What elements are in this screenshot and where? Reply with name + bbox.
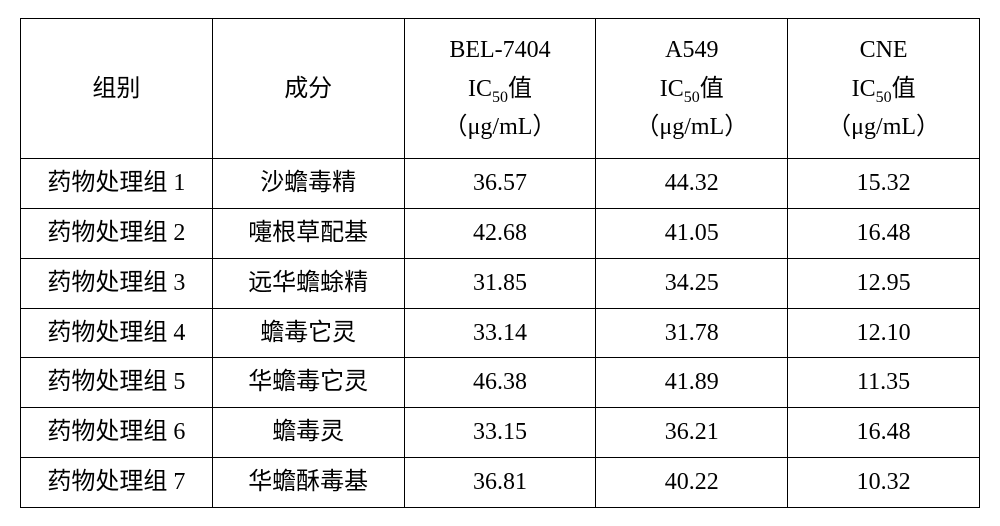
header-cne-ic-prefix: IC bbox=[852, 76, 876, 102]
cell-component: 华蟾毒它灵 bbox=[212, 358, 404, 408]
cell-group: 药物处理组 6 bbox=[21, 408, 213, 458]
cell-group: 药物处理组 7 bbox=[21, 458, 213, 508]
cell-cne: 16.48 bbox=[788, 408, 980, 458]
header-a549-line2: IC50值 bbox=[604, 70, 779, 108]
table-row: 药物处理组 2 嚏根草配基 42.68 41.05 16.48 bbox=[21, 209, 980, 259]
cell-a549: 40.22 bbox=[596, 458, 788, 508]
cell-group: 药物处理组 2 bbox=[21, 209, 213, 259]
cell-group: 药物处理组 5 bbox=[21, 358, 213, 408]
header-component-label: 成分 bbox=[221, 70, 396, 108]
cell-group: 药物处理组 3 bbox=[21, 258, 213, 308]
header-cne-line1: CNE bbox=[796, 31, 971, 69]
cell-a549: 36.21 bbox=[596, 408, 788, 458]
header-bel7404-unit: （μg/mL） bbox=[444, 114, 557, 140]
header-component: 成分 bbox=[212, 19, 404, 159]
cell-bel7404: 36.57 bbox=[404, 159, 596, 209]
header-a549-ic-sub: 50 bbox=[684, 88, 700, 105]
header-bel7404-ic-prefix: IC bbox=[468, 76, 492, 102]
header-a549-line1: A549 bbox=[604, 31, 779, 69]
table-row: 药物处理组 5 华蟾毒它灵 46.38 41.89 11.35 bbox=[21, 358, 980, 408]
data-table: 组别 成分 BEL-7404 IC50值（μg/mL） A549 IC50值 bbox=[20, 18, 980, 508]
table-row: 药物处理组 4 蟾毒它灵 33.14 31.78 12.10 bbox=[21, 308, 980, 358]
header-bel7404-line1: BEL-7404 bbox=[413, 31, 588, 69]
cell-bel7404: 36.81 bbox=[404, 458, 596, 508]
table-row: 药物处理组 3 远华蟾蜍精 31.85 34.25 12.95 bbox=[21, 258, 980, 308]
cell-component: 嚏根草配基 bbox=[212, 209, 404, 259]
cell-component: 华蟾酥毒基 bbox=[212, 458, 404, 508]
header-bel7404-ic-suffix: 值 bbox=[508, 76, 532, 102]
cell-group: 药物处理组 1 bbox=[21, 159, 213, 209]
header-cne-ic-sub: 50 bbox=[876, 88, 892, 105]
header-a549-ic-suffix: 值 bbox=[700, 76, 724, 102]
cell-bel7404: 42.68 bbox=[404, 209, 596, 259]
cell-a549: 34.25 bbox=[596, 258, 788, 308]
cell-cne: 15.32 bbox=[788, 159, 980, 209]
header-cne-line2: IC50值 bbox=[796, 70, 971, 108]
table-header-row: 组别 成分 BEL-7404 IC50值（μg/mL） A549 IC50值 bbox=[21, 19, 980, 159]
cell-cne: 16.48 bbox=[788, 209, 980, 259]
cell-a549: 31.78 bbox=[596, 308, 788, 358]
header-a549: A549 IC50值 （μg/mL） bbox=[596, 19, 788, 159]
header-group-label: 组别 bbox=[29, 70, 204, 108]
header-cne-ic-suffix: 值 bbox=[892, 76, 916, 102]
cell-group: 药物处理组 4 bbox=[21, 308, 213, 358]
cell-a549: 44.32 bbox=[596, 159, 788, 209]
header-bel7404-ic-sub: 50 bbox=[492, 88, 508, 105]
cell-cne: 12.10 bbox=[788, 308, 980, 358]
data-table-container: 组别 成分 BEL-7404 IC50值（μg/mL） A549 IC50值 bbox=[20, 18, 980, 508]
cell-bel7404: 33.15 bbox=[404, 408, 596, 458]
cell-bel7404: 46.38 bbox=[404, 358, 596, 408]
table-row: 药物处理组 1 沙蟾毒精 36.57 44.32 15.32 bbox=[21, 159, 980, 209]
header-cne: CNE IC50值 （μg/mL） bbox=[788, 19, 980, 159]
header-a549-unit: （μg/mL） bbox=[604, 108, 779, 146]
table-row: 药物处理组 6 蟾毒灵 33.15 36.21 16.48 bbox=[21, 408, 980, 458]
cell-cne: 11.35 bbox=[788, 358, 980, 408]
table-row: 药物处理组 7 华蟾酥毒基 36.81 40.22 10.32 bbox=[21, 458, 980, 508]
cell-component: 远华蟾蜍精 bbox=[212, 258, 404, 308]
cell-component: 蟾毒灵 bbox=[212, 408, 404, 458]
cell-component: 沙蟾毒精 bbox=[212, 159, 404, 209]
cell-a549: 41.89 bbox=[596, 358, 788, 408]
header-bel7404-line2: IC50值 （μg/mL） bbox=[413, 70, 588, 147]
cell-bel7404: 31.85 bbox=[404, 258, 596, 308]
cell-cne: 12.95 bbox=[788, 258, 980, 308]
cell-component: 蟾毒它灵 bbox=[212, 308, 404, 358]
cell-cne: 10.32 bbox=[788, 458, 980, 508]
table-body: 药物处理组 1 沙蟾毒精 36.57 44.32 15.32 药物处理组 2 嚏… bbox=[21, 159, 980, 508]
header-group: 组别 bbox=[21, 19, 213, 159]
header-bel7404: BEL-7404 IC50值 （μg/mL） bbox=[404, 19, 596, 159]
cell-bel7404: 33.14 bbox=[404, 308, 596, 358]
header-a549-ic-prefix: IC bbox=[660, 76, 684, 102]
cell-a549: 41.05 bbox=[596, 209, 788, 259]
header-cne-unit: （μg/mL） bbox=[796, 108, 971, 146]
